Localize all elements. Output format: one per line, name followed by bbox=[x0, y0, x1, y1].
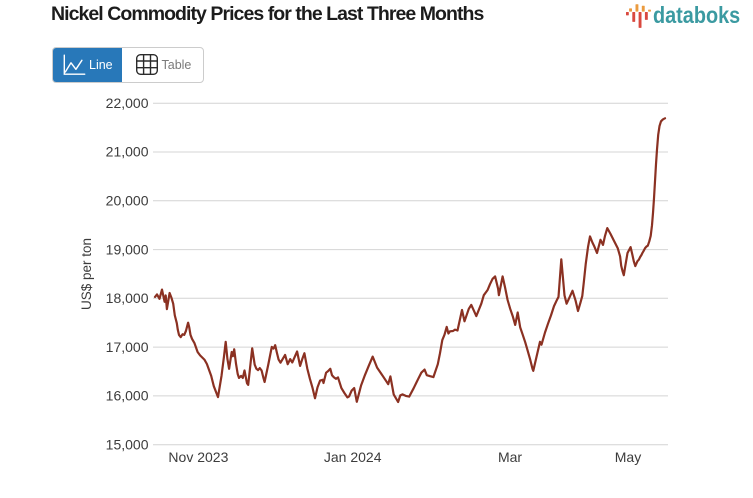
svg-text:17,000: 17,000 bbox=[106, 339, 149, 355]
svg-text:15,000: 15,000 bbox=[106, 436, 149, 452]
svg-text:22,000: 22,000 bbox=[106, 95, 149, 111]
svg-text:May: May bbox=[615, 449, 641, 465]
svg-text:19,000: 19,000 bbox=[106, 241, 149, 257]
svg-text:Nov 2023: Nov 2023 bbox=[168, 449, 228, 465]
svg-text:18,000: 18,000 bbox=[106, 290, 149, 306]
svg-text:21,000: 21,000 bbox=[106, 144, 149, 160]
svg-text:20,000: 20,000 bbox=[106, 193, 149, 209]
svg-text:Jan 2024: Jan 2024 bbox=[324, 449, 382, 465]
svg-text:Mar: Mar bbox=[498, 449, 522, 465]
svg-text:US$ per ton: US$ per ton bbox=[79, 238, 94, 310]
svg-text:16,000: 16,000 bbox=[106, 388, 149, 404]
